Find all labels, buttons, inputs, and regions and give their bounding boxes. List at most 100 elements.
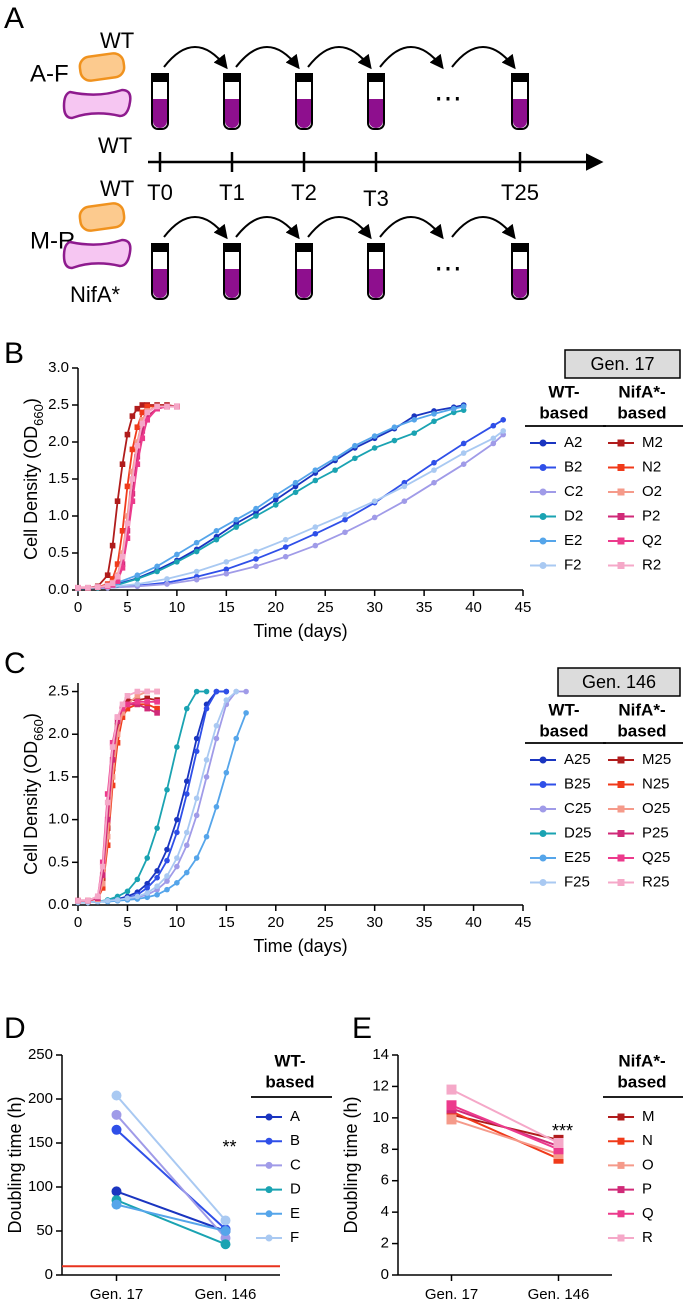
data-point: [144, 894, 151, 901]
timepoint-label: T25: [501, 180, 539, 205]
series-line: [451, 1104, 559, 1151]
data-point: [154, 710, 160, 716]
data-point: [164, 886, 170, 893]
y-tick-label: 0.0: [48, 581, 69, 598]
x-tick-label: 0: [74, 599, 82, 616]
data-point: [193, 795, 200, 802]
y-tick-label: 1.0: [48, 811, 69, 828]
legend-header: NifA*-: [618, 700, 665, 719]
data-point: [134, 693, 141, 699]
legend-swatch-marker: [265, 1234, 273, 1242]
series-line: [77, 419, 504, 590]
series-line: [115, 1114, 227, 1239]
data-point: [119, 714, 126, 720]
data-point: [139, 428, 146, 434]
y-tick-label: 0.0: [48, 896, 69, 913]
legend-label: O2: [642, 483, 662, 500]
data-point: [460, 461, 467, 468]
x-tick-label: 20: [267, 599, 284, 616]
y-tick-label: 150: [28, 1134, 53, 1151]
data-point: [174, 744, 180, 750]
tube-medium: [369, 269, 383, 298]
data-point: [85, 584, 91, 591]
data-point: [193, 576, 200, 583]
legend-swatch-marker: [539, 854, 547, 862]
data-point: [391, 424, 398, 431]
panel-letter: E: [352, 1012, 372, 1045]
data-point: [119, 565, 126, 571]
data-point: [119, 528, 126, 534]
data-point: [154, 891, 160, 898]
data-point: [144, 698, 151, 705]
timepoint-label: T3: [363, 186, 389, 211]
data-point: [401, 498, 408, 505]
legend-swatch-marker: [617, 562, 625, 569]
data-point: [500, 428, 507, 434]
y-tick-label: 1.0: [48, 507, 69, 524]
x-tick-label: Gen. 17: [425, 1286, 478, 1303]
data-point: [164, 581, 170, 587]
data-point: [174, 816, 180, 823]
data-point: [253, 548, 259, 555]
legend-label: D2: [564, 507, 583, 524]
series-line: [77, 433, 504, 590]
y-axis-label-part: Cell Density (OD: [21, 426, 41, 560]
x-tick-label: 40: [465, 599, 482, 616]
legend-swatch-marker: [539, 756, 547, 764]
data-point: [223, 697, 230, 703]
data-point: [114, 498, 121, 504]
panel-letter: A: [4, 2, 24, 35]
legend-swatch-marker: [617, 1113, 625, 1121]
x-tick-label: 5: [123, 599, 131, 616]
data-point: [124, 701, 131, 708]
data-point: [109, 757, 116, 763]
data-point: [233, 524, 240, 530]
data-point: [109, 576, 116, 582]
legend-header: NifA*-: [618, 1051, 665, 1070]
data-point: [233, 735, 240, 742]
x-tick-label: Gen. 17: [90, 1286, 143, 1303]
y-tick-label: 50: [36, 1222, 53, 1239]
data-point: [144, 880, 151, 887]
legend-label: A25: [564, 751, 591, 768]
data-point: [401, 483, 408, 490]
data-point: [193, 855, 200, 861]
data-point: [104, 799, 111, 806]
data-point: [220, 1215, 231, 1226]
data-point: [134, 876, 141, 883]
wt-cell: [78, 202, 126, 232]
x-tick-label: 15: [218, 599, 235, 616]
y-tick-label: 2.5: [48, 396, 69, 413]
group-label: A-F: [30, 60, 69, 87]
data-point: [164, 878, 170, 884]
data-point: [119, 553, 126, 560]
panel-letter: B: [4, 337, 24, 370]
data-point: [139, 420, 146, 427]
data-point: [220, 1226, 231, 1236]
data-point: [154, 568, 160, 575]
y-axis-label: Doubling time (h): [5, 1096, 25, 1233]
legend-swatch-marker: [539, 830, 547, 837]
data-point: [139, 417, 146, 423]
legend-label: M25: [642, 751, 671, 768]
data-point: [371, 433, 378, 439]
data-point: [85, 897, 91, 904]
data-point: [193, 748, 200, 755]
data-point: [213, 528, 220, 534]
data-point: [164, 857, 170, 864]
tube-cap: [223, 73, 241, 82]
series-line: [78, 690, 158, 902]
legend-title-box: [557, 667, 681, 697]
legend-header: based: [617, 1072, 666, 1091]
arrow: [451, 46, 516, 70]
data-point: [253, 563, 259, 570]
y-axis-label-part: ): [21, 713, 41, 719]
data-point: [332, 455, 338, 462]
y-tick-label: 8: [381, 1140, 389, 1157]
data-point: [223, 688, 230, 695]
legend-swatch-marker: [617, 805, 625, 813]
legend-label: N25: [642, 775, 670, 792]
legend-title-box: [564, 349, 681, 379]
data-point: [164, 403, 170, 410]
